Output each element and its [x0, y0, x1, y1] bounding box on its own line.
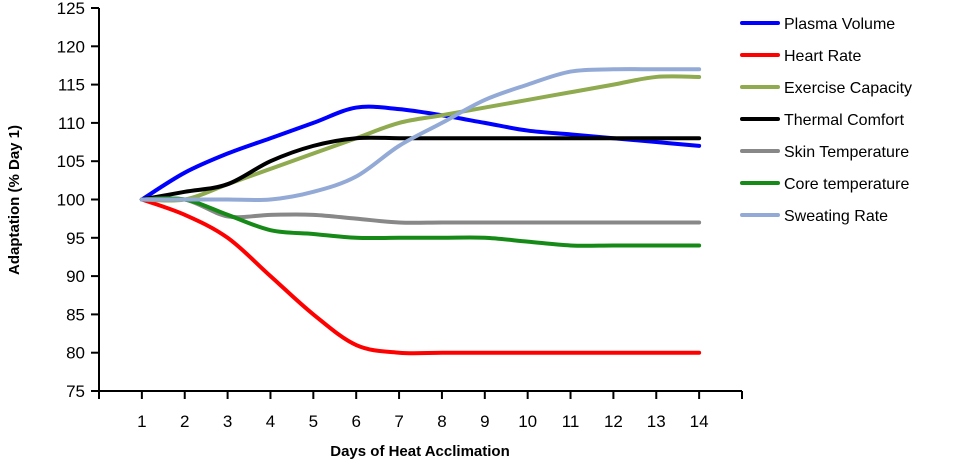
y-tick-label: 125	[57, 0, 85, 18]
y-tick-label: 75	[66, 382, 85, 401]
series-line-core-temperature	[139, 196, 702, 248]
y-axis-ticks: 75 80 85 90 95 100 105 110 115 120 125	[57, 0, 99, 401]
y-tick-label: 80	[66, 344, 85, 363]
legend-label: Sweating Rate	[784, 208, 888, 225]
x-tick-label: 11	[562, 412, 580, 431]
y-tick-label: 90	[66, 267, 85, 286]
x-tick-label: 4	[266, 412, 275, 431]
legend-label: Plasma Volume	[784, 16, 895, 33]
y-tick-label: 100	[57, 191, 85, 210]
x-tick-label: 13	[647, 412, 666, 431]
legend-label: Core temperature	[784, 176, 909, 193]
y-tick-label: 85	[66, 305, 85, 324]
x-tick-label: 6	[351, 412, 360, 431]
series-line-heart-rate	[139, 197, 702, 356]
x-tick-label: 7	[394, 412, 403, 431]
series-line-skin-temperature	[139, 196, 702, 225]
x-tick-label: 5	[309, 412, 318, 431]
legend: Plasma Volume Heart Rate Exercise Capacity…	[740, 16, 912, 225]
x-tick-label: 10	[518, 412, 537, 431]
x-tick-label: 2	[180, 412, 189, 431]
x-tick-label: 8	[437, 412, 446, 431]
series-line-thermal-comfort	[139, 135, 702, 202]
x-axis-ticks: 1 2 3 4 5 6 7 8 9 10 11 12 13 14	[98, 391, 743, 431]
series-line-sweating-rate	[139, 67, 702, 203]
y-tick-label: 95	[66, 229, 85, 248]
x-tick-label: 9	[480, 412, 489, 431]
y-tick-label: 105	[57, 152, 85, 171]
y-tick-label: 115	[58, 76, 85, 95]
y-axis-label: Adaptation (% Day 1)	[6, 125, 23, 275]
y-tick-label: 120	[57, 37, 85, 56]
x-tick-label: 14	[690, 412, 709, 431]
x-tick-label: 1	[137, 412, 146, 431]
x-axis-label: Days of Heat Acclimation	[330, 443, 510, 460]
y-tick-label: 110	[58, 114, 85, 133]
x-tick-label: 12	[604, 412, 623, 431]
legend-label: Exercise Capacity	[784, 80, 912, 97]
legend-label: Thermal Comfort	[784, 112, 905, 129]
x-tick-label: 3	[223, 412, 232, 431]
legend-label: Heart Rate	[784, 48, 861, 65]
series-lines	[139, 67, 702, 356]
legend-label: Skin Temperature	[784, 144, 909, 161]
